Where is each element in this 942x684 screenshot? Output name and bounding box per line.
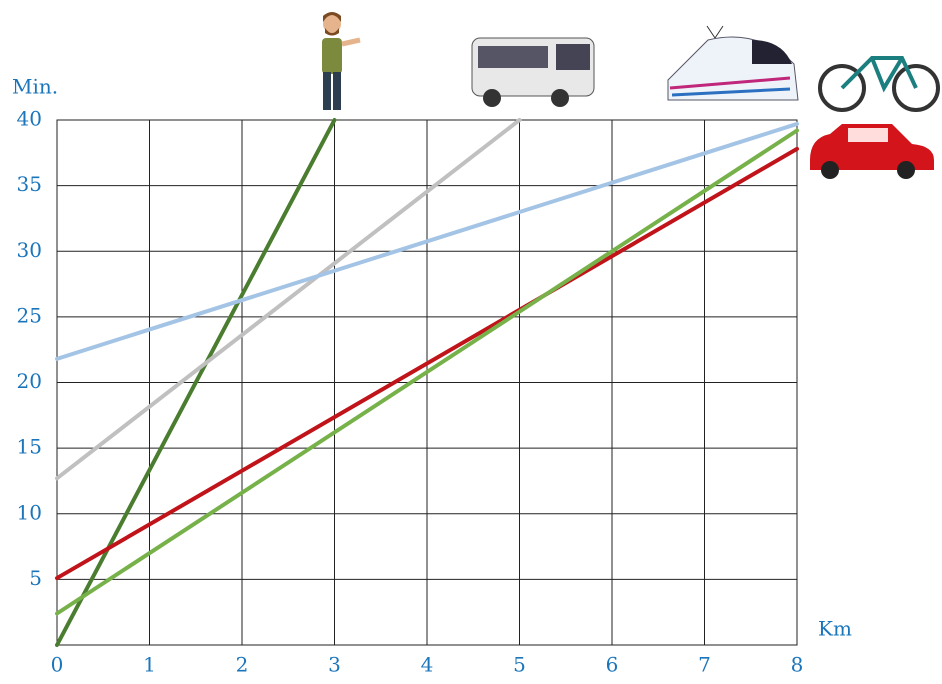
y-tick-label: 40 [17, 107, 42, 131]
y-axis-label: Min. [12, 75, 58, 99]
bicycle-icon [818, 56, 940, 112]
x-tick-label: 8 [791, 653, 804, 677]
line-series [55, 118, 522, 481]
y-tick-label: 30 [17, 238, 42, 262]
bus-icon [471, 37, 595, 107]
y-tick-label: 10 [17, 500, 42, 524]
person-icon [322, 12, 361, 110]
x-tick-label: 3 [328, 653, 341, 677]
x-tick-label: 7 [698, 653, 711, 677]
line-series [55, 121, 799, 361]
x-tick-label: 1 [143, 653, 156, 677]
x-tick-label: 5 [513, 653, 526, 677]
y-tick-label: 35 [17, 172, 42, 196]
line-series [55, 118, 337, 647]
y-tick-label: 20 [17, 369, 42, 393]
x-axis-label: Km [818, 617, 852, 641]
x-tick-label: 6 [606, 653, 619, 677]
train-icon [667, 25, 799, 101]
car-icon [810, 124, 934, 179]
x-tick-label: 2 [236, 653, 249, 677]
line-series [55, 128, 799, 616]
x-tick-label: 0 [51, 653, 64, 677]
x-tick-label: 4 [421, 653, 434, 677]
y-tick-label: 5 [29, 566, 42, 590]
y-tick-label: 15 [17, 435, 42, 459]
line-series [55, 146, 799, 581]
y-tick-label: 25 [17, 303, 42, 327]
